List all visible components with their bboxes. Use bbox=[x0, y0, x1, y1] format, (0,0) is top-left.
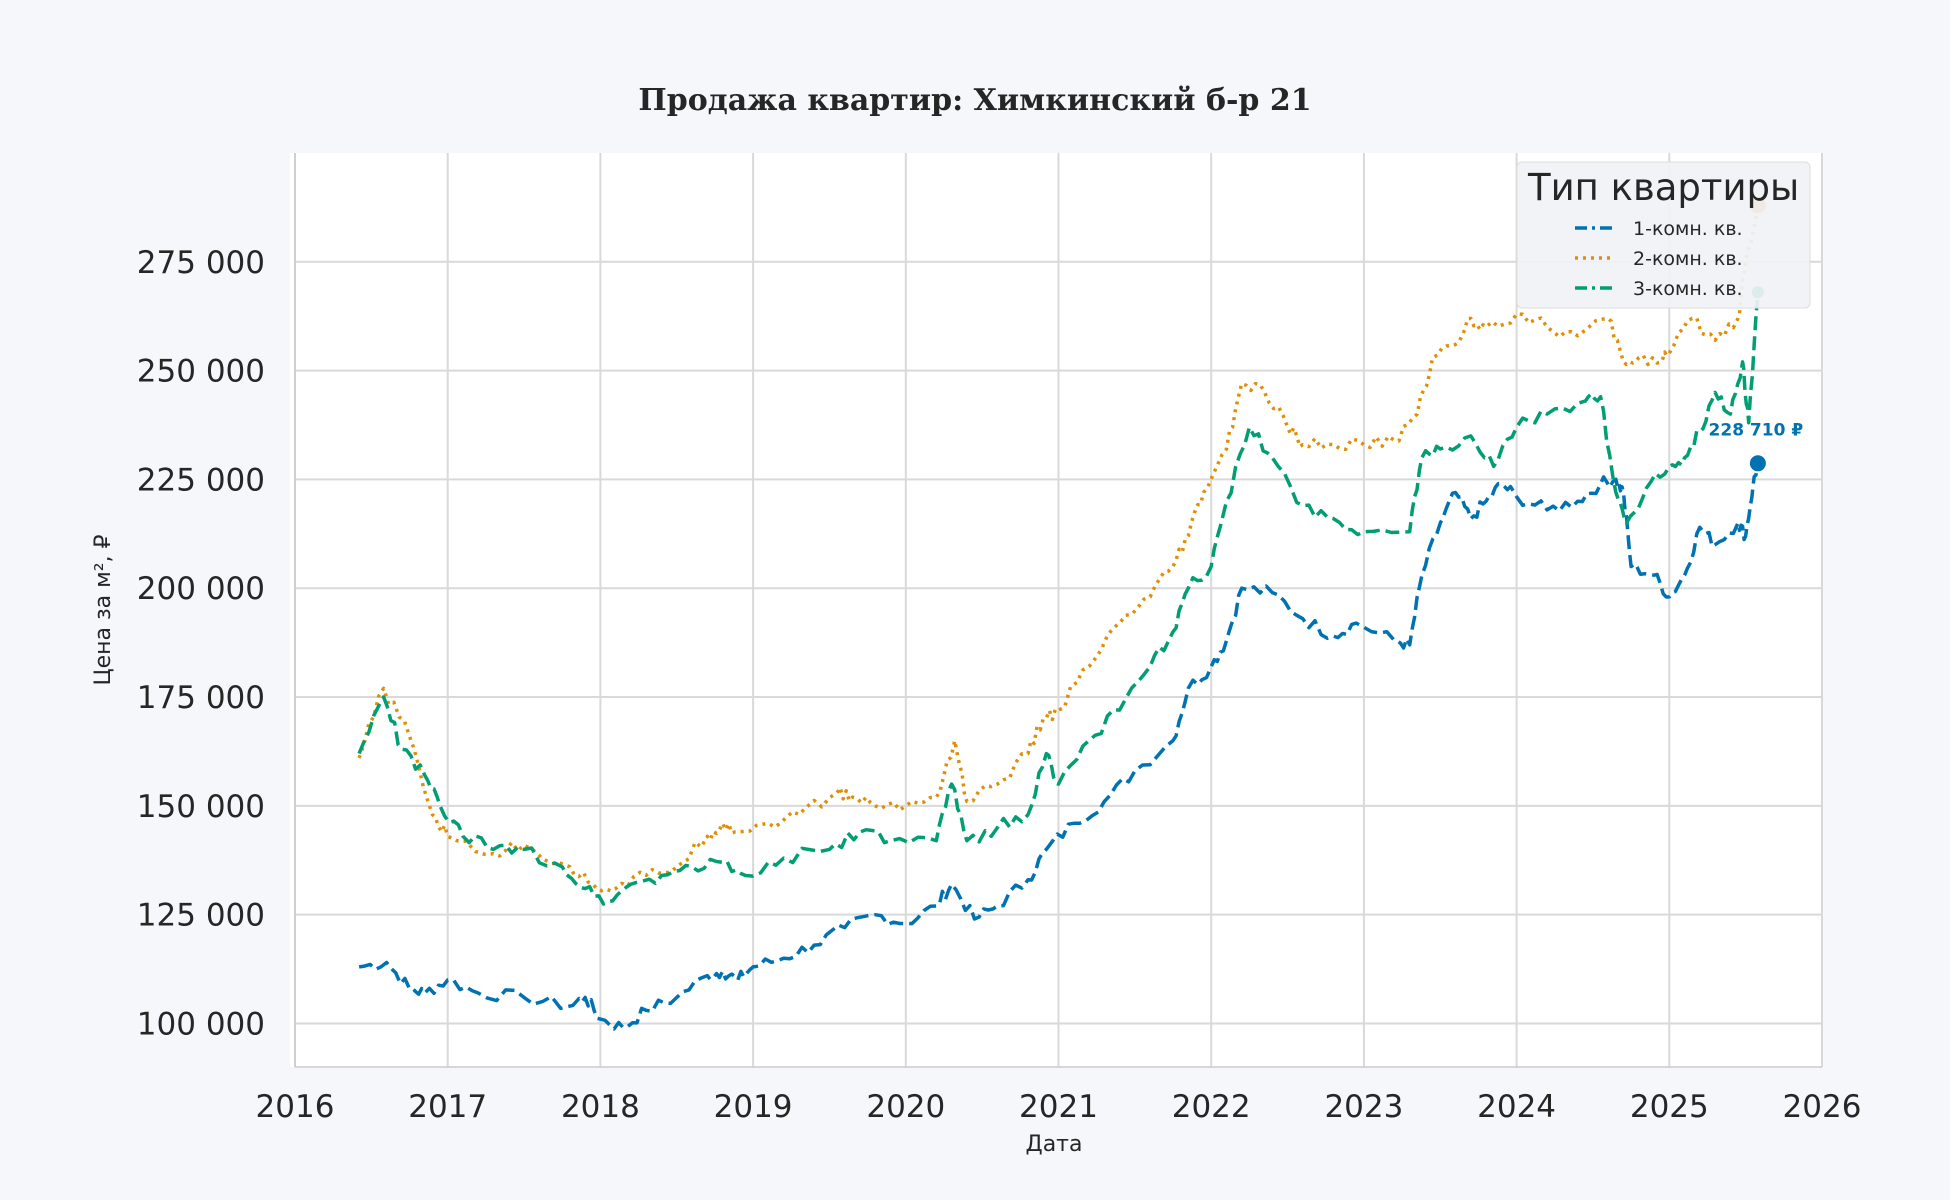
y-tick-label: 250 000 bbox=[137, 354, 265, 390]
last-value-label: 228 710 ₽ bbox=[1709, 420, 1804, 440]
series-line bbox=[358, 462, 1760, 1031]
legend-label: 1-комн. кв. bbox=[1633, 218, 1743, 240]
y-tick-label: 150 000 bbox=[137, 789, 265, 825]
y-tick-label: 100 000 bbox=[137, 1006, 265, 1042]
legend-items: 1-комн. кв. 2-комн. кв. 3-комн. кв. bbox=[1575, 218, 1743, 300]
series-line bbox=[357, 292, 1760, 906]
x-tick-label: 2024 bbox=[1477, 1089, 1556, 1125]
legend-label: 2-комн. кв. bbox=[1633, 248, 1743, 270]
series-line bbox=[357, 204, 1760, 893]
x-tick-label: 2020 bbox=[866, 1089, 945, 1125]
x-tick-label: 2019 bbox=[714, 1089, 793, 1125]
x-axis-label: Дата bbox=[1026, 1132, 1083, 1157]
series-layer bbox=[357, 204, 1760, 1031]
y-tick-label: 225 000 bbox=[137, 462, 265, 498]
y-tick-label: 125 000 bbox=[137, 898, 265, 934]
x-tick-label: 2025 bbox=[1630, 1089, 1709, 1125]
last-point-marker bbox=[1747, 453, 1768, 474]
legend-title: Тип квартиры bbox=[1527, 166, 1799, 209]
x-tick-label: 2023 bbox=[1324, 1089, 1403, 1125]
x-tick-label: 2022 bbox=[1172, 1089, 1251, 1125]
legend-box bbox=[1516, 161, 1811, 309]
y-axis-label: Цена за м², ₽ bbox=[91, 534, 116, 685]
y-tick-label: 175 000 bbox=[137, 680, 265, 716]
x-tick-label: 2026 bbox=[1783, 1089, 1862, 1125]
y-tick-label: 275 000 bbox=[137, 245, 265, 281]
x-tick-label: 2021 bbox=[1019, 1089, 1098, 1125]
x-tick-label: 2017 bbox=[408, 1089, 487, 1125]
legend: Тип квартиры 1-комн. кв. 2-комн. кв. 3-ком… bbox=[1516, 161, 1811, 309]
x-tick-label: 2016 bbox=[256, 1089, 335, 1125]
legend-label: 3-комн. кв. bbox=[1633, 278, 1743, 300]
y-tick-label: 200 000 bbox=[137, 571, 265, 607]
x-tick-label: 2018 bbox=[561, 1089, 640, 1125]
y-tick-labels: 100 000 125 000 150 000 175 000 200 000 225 0… bbox=[137, 245, 265, 1043]
chart-title: Продажа квартир: Химкинский б-р 21 bbox=[638, 83, 1311, 118]
x-tick-labels: 2016 2017 2018 2019 2020 2021 2022 2023 2024 2025… bbox=[256, 1089, 1862, 1125]
